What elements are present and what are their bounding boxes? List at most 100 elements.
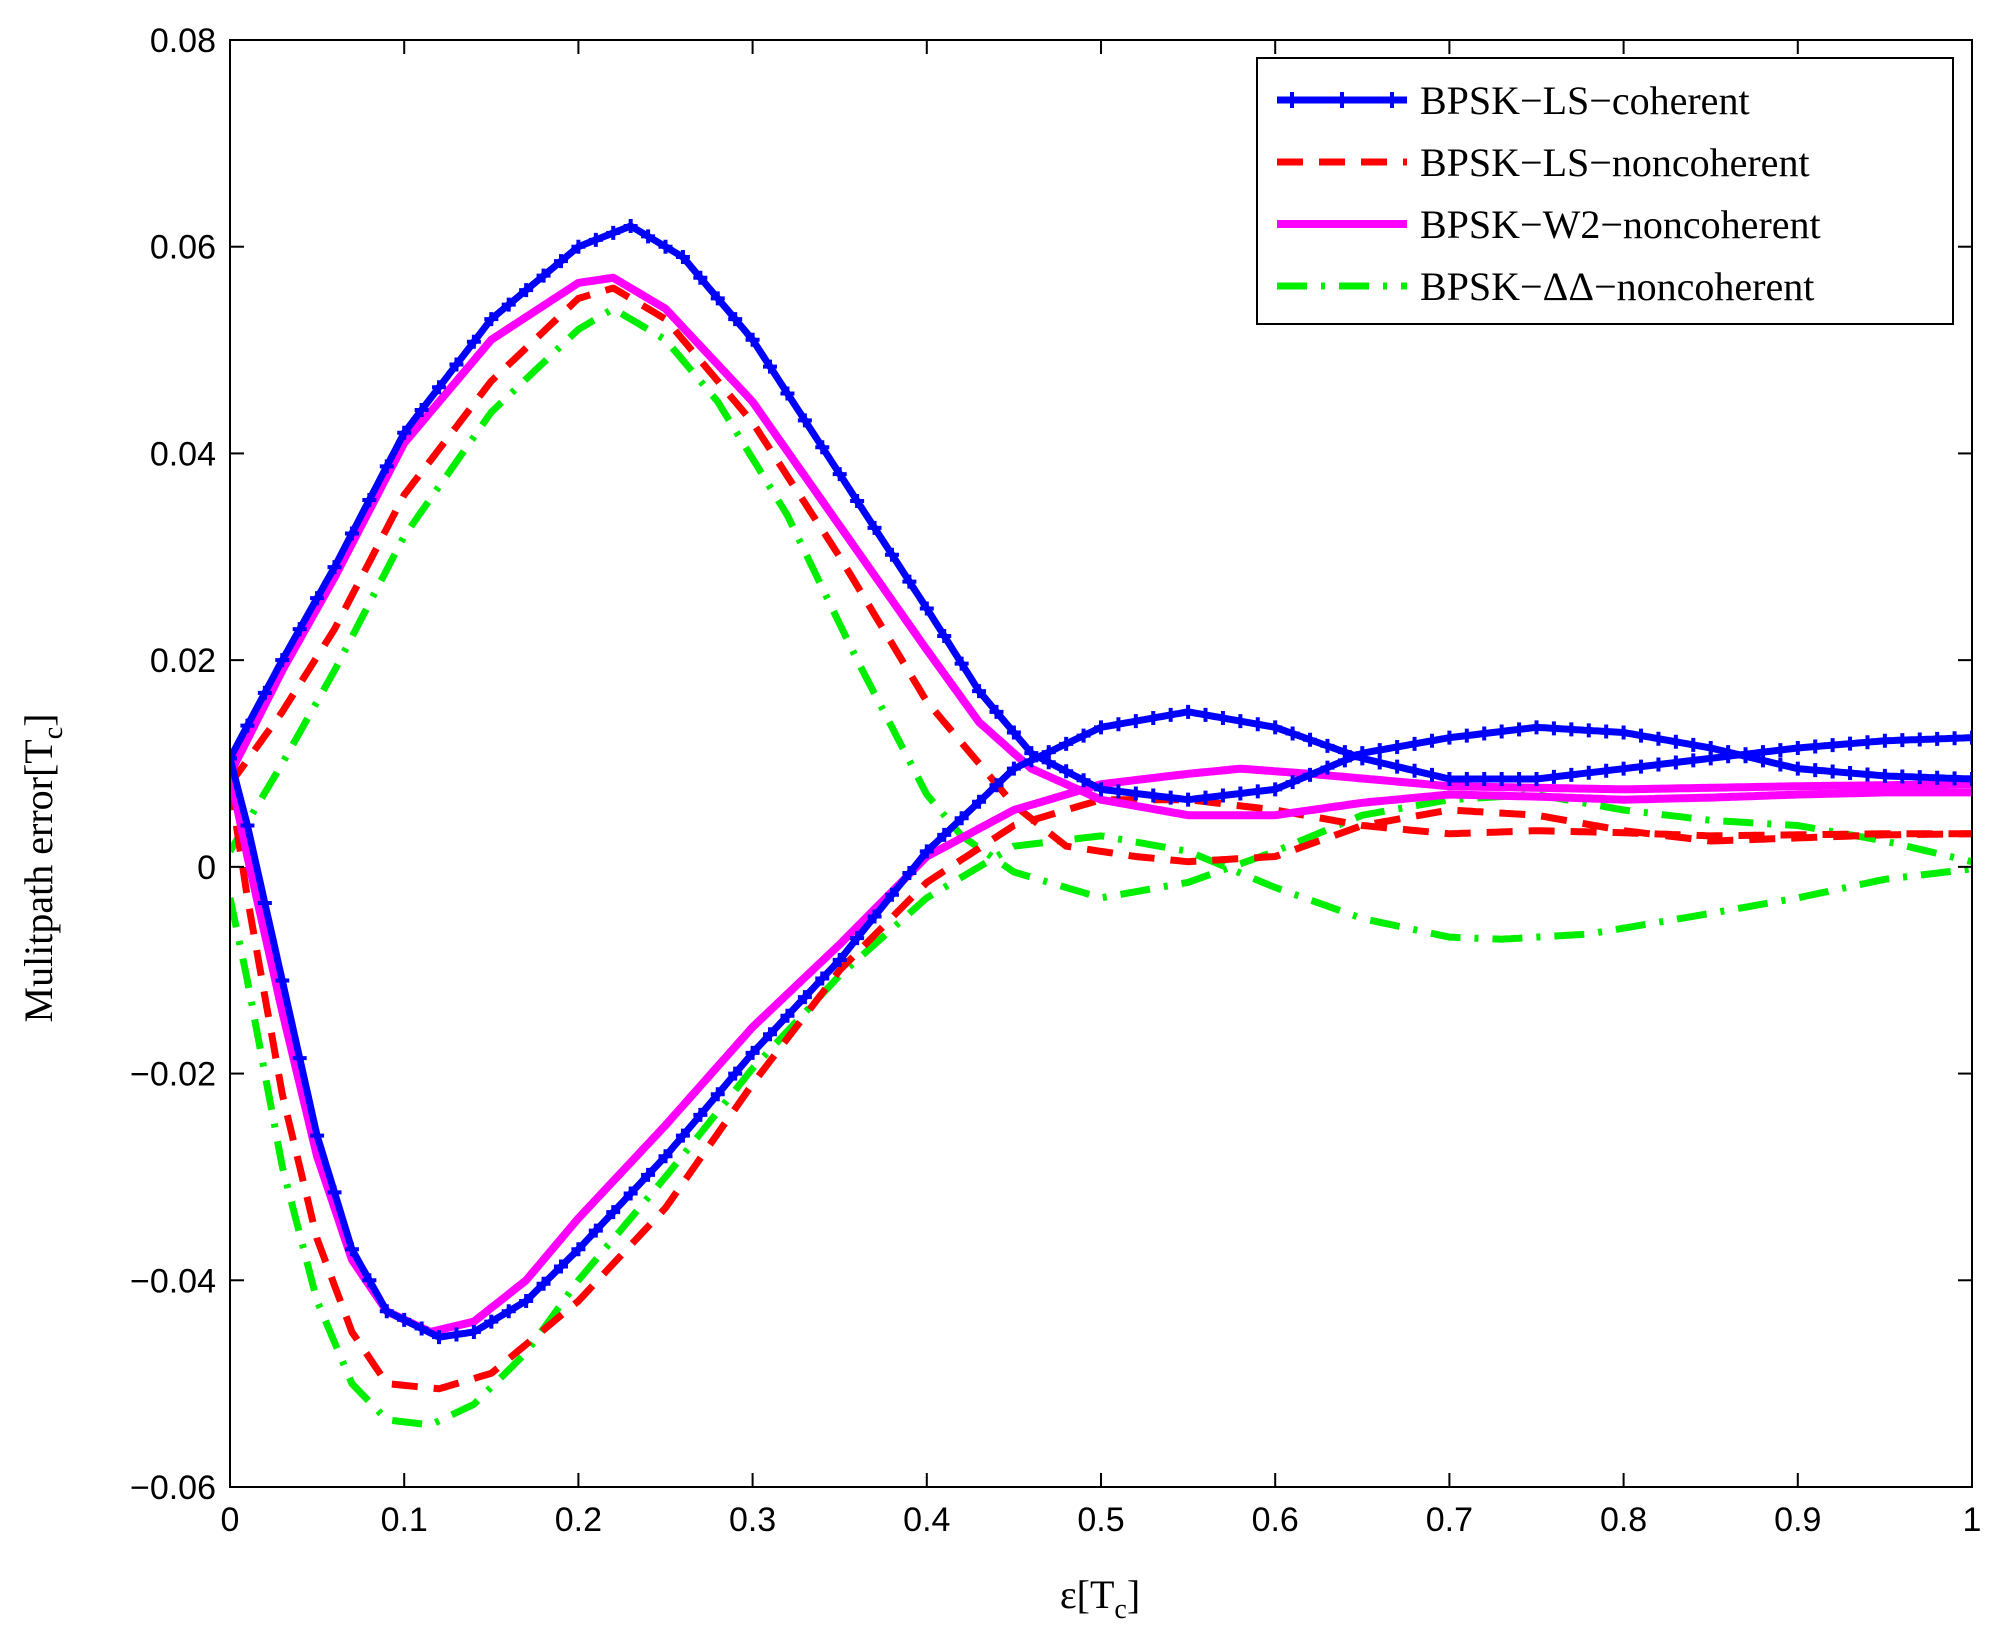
marker-bpsk-ls-coherent-lower: [1303, 732, 1318, 747]
marker-bpsk-ls-coherent-upper: [1407, 736, 1422, 751]
marker-bpsk-ls-coherent-upper: [240, 718, 255, 733]
series-bpsk-ls-noncoherent: [230, 284, 1972, 1393]
marker-bpsk-ls-coherent-upper: [466, 334, 481, 349]
marker-bpsk-ls-coherent-lower: [954, 811, 969, 826]
axes: 0 0.1 0.2 0.3 0.4 0.5 0.6 0.7 0.8 0.9 1 −0.06 −0.04 −…: [130, 22, 1981, 1539]
marker-bpsk-ls-coherent-lower: [902, 866, 917, 881]
legend-label-bpsk-noncoherent: BPSK−ΔΔ−noncoherent: [1420, 264, 1814, 309]
marker-bpsk-ls-coherent-upper: [919, 601, 934, 616]
marker-bpsk-ls-coherent-lower: [1459, 772, 1474, 787]
marker-bpsk-ls-coherent-lower: [1076, 728, 1091, 743]
marker-bpsk-ls-coherent-lower: [397, 1312, 412, 1327]
marker-bpsk-ls-coherent-lower: [536, 1276, 551, 1291]
marker-bpsk-ls-coherent-upper: [954, 656, 969, 671]
marker-bpsk-ls-coherent-lower: [1320, 738, 1335, 753]
x-tick-label: 0.2: [555, 1501, 602, 1539]
marker-bpsk-ls-coherent-upper: [1843, 766, 1858, 781]
x-tick-label: 1: [1963, 1501, 1982, 1539]
marker-bpsk-ls-coherent-lower: [1512, 772, 1527, 787]
marker-bpsk-ls-coherent-lower: [1790, 740, 1805, 755]
marker-bpsk-ls-coherent-upper: [1424, 733, 1439, 748]
marker-bpsk-ls-coherent-lower: [1947, 731, 1962, 746]
marker-bpsk-ls-coherent-lower: [1146, 711, 1161, 726]
marker-bpsk-ls-coherent-upper: [588, 232, 603, 247]
marker-bpsk-ls-coherent-upper: [519, 283, 534, 298]
y-tick-label: 0.02: [150, 642, 216, 680]
marker-bpsk-ls-coherent-lower: [240, 818, 255, 833]
marker-bpsk-ls-coherent-lower: [1163, 707, 1178, 722]
y-tick-label: 0.06: [150, 229, 216, 267]
marker-bpsk-ls-coherent-lower: [1059, 736, 1074, 751]
marker-bpsk-ls-coherent-upper: [815, 440, 830, 455]
marker-bpsk-ls-coherent-lower: [1094, 720, 1108, 735]
marker-bpsk-ls-coherent-upper: [850, 493, 865, 508]
series-line-bpsk-ls-noncoherent-lower: [230, 783, 1972, 1393]
marker-bpsk-ls-coherent-upper: [1372, 743, 1387, 758]
marker-bpsk-ls-coherent-lower: [432, 1330, 447, 1345]
marker-bpsk-ls-coherent-upper: [1442, 730, 1457, 745]
marker-bpsk-ls-coherent-upper: [989, 704, 1004, 719]
marker-bpsk-ls-coherent-lower: [832, 952, 847, 967]
marker-bpsk-ls-coherent-upper: [728, 312, 743, 327]
marker-bpsk-ls-coherent-upper: [275, 653, 290, 668]
marker-bpsk-ls-coherent-lower: [1773, 743, 1788, 758]
x-tick-label: 0.3: [729, 1501, 776, 1539]
series-line-bpsk-ls-coherent-lower: [230, 708, 1972, 1341]
marker-bpsk-ls-coherent-lower: [1912, 732, 1927, 747]
marker-bpsk-ls-coherent-upper: [710, 291, 725, 306]
y-tick-label: −0.02: [130, 1056, 216, 1094]
marker-bpsk-ls-coherent-lower: [850, 931, 865, 946]
y-tick-label: −0.04: [130, 1262, 216, 1300]
marker-bpsk-ls-coherent-upper: [571, 239, 586, 254]
marker-bpsk-ls-coherent-lower: [275, 973, 290, 988]
marker-bpsk-ls-coherent-lower: [327, 1185, 342, 1200]
marker-bpsk-ls-coherent-lower: [1634, 759, 1649, 774]
marker-bpsk-ls-coherent-lower: [937, 827, 952, 842]
marker-bpsk-ls-coherent-upper: [1686, 737, 1701, 752]
marker-bpsk-ls-coherent-upper: [606, 225, 621, 240]
marker-bpsk-ls-coherent-upper: [1059, 764, 1074, 779]
marker-bpsk-ls-coherent-lower: [1024, 753, 1039, 768]
marker-bpsk-ls-coherent-upper: [1651, 731, 1666, 746]
marker-bpsk-ls-coherent-upper: [501, 297, 516, 312]
y-tick-label: 0: [197, 849, 216, 887]
marker-bpsk-ls-coherent-upper: [1320, 760, 1335, 775]
series-line-bpsk-ls-noncoherent-upper: [230, 284, 1972, 866]
marker-bpsk-ls-coherent-lower: [1825, 738, 1840, 753]
marker-bpsk-ls-coherent-upper: [1128, 786, 1143, 801]
marker-bpsk-ls-coherent-lower: [484, 1314, 499, 1329]
marker-bpsk-ls-coherent-upper: [1006, 725, 1021, 740]
marker-bpsk-ls-coherent-upper: [1494, 724, 1509, 739]
marker-bpsk-ls-coherent-lower: [1355, 751, 1370, 766]
x-tick-label: 0.4: [903, 1501, 950, 1539]
marker-bpsk-ls-coherent-lower: [658, 1149, 673, 1164]
marker-bpsk-ls-coherent-lower: [449, 1327, 464, 1342]
marker-bpsk-ls-coherent-lower: [1006, 761, 1021, 776]
marker-bpsk-ls-coherent-upper: [1895, 769, 1910, 784]
marker-bpsk-ls-coherent-upper: [658, 239, 673, 254]
marker-bpsk-ls-coherent-lower: [1337, 745, 1352, 760]
marker-bpsk-ls-coherent-upper: [1564, 722, 1579, 737]
marker-bpsk-ls-coherent-upper: [780, 386, 795, 401]
marker-bpsk-ls-coherent-upper: [1163, 790, 1178, 805]
marker-bpsk-ls-coherent-lower: [1268, 720, 1283, 735]
marker-bpsk-ls-coherent-upper: [1076, 773, 1091, 788]
marker-bpsk-ls-coherent-upper: [1860, 767, 1875, 782]
marker-bpsk-ls-coherent-lower: [292, 1051, 307, 1066]
series-line-bpsk-w2-noncoherent-upper: [230, 273, 1972, 820]
marker-bpsk-ls-coherent-upper: [310, 591, 325, 606]
marker-bpsk-ls-coherent-lower: [519, 1293, 534, 1308]
marker-bpsk-ls-coherent-upper: [1773, 757, 1788, 772]
marker-bpsk-ls-coherent-upper: [1965, 772, 1972, 787]
y-axis-label: Mulitpath error[Tc]: [16, 713, 69, 1022]
legend-marker: [1284, 92, 1300, 108]
marker-bpsk-ls-coherent-upper: [675, 250, 690, 265]
marker-bpsk-ls-coherent-upper: [867, 520, 882, 535]
legend-label-bpsk-w2-noncoherent: BPSK−W2−noncoherent: [1420, 202, 1821, 247]
marker-bpsk-ls-coherent-lower: [1860, 735, 1875, 750]
marker-bpsk-ls-coherent-lower: [310, 1128, 325, 1143]
marker-bpsk-ls-coherent-lower: [1181, 704, 1196, 719]
marker-bpsk-ls-coherent-upper: [832, 467, 847, 482]
marker-bpsk-ls-coherent-lower: [362, 1273, 377, 1288]
marker-bpsk-ls-coherent-lower: [1755, 745, 1770, 760]
